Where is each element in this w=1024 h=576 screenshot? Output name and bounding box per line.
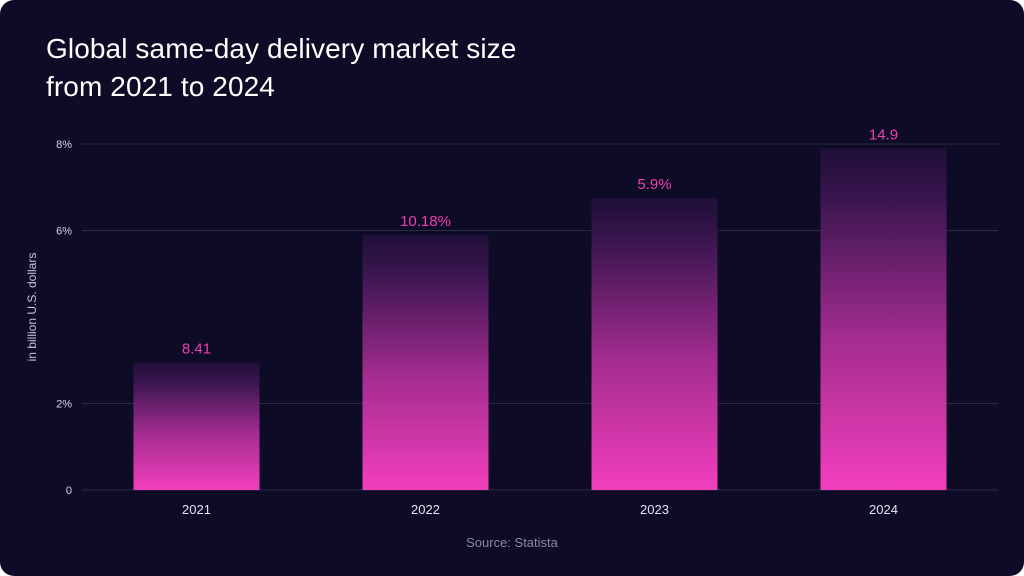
- bar-2024: [820, 148, 947, 490]
- value-label-2022: 10.18%: [400, 213, 451, 230]
- labels: 0 2% 6% 8% 8.41 2021 10.18% 2022 5.9% 2023 14.9 202…: [56, 126, 898, 517]
- value-label-2021: 8.41: [182, 340, 211, 357]
- y-axis-label: in billion U.S. dollars: [25, 253, 39, 362]
- bar-2021: [133, 362, 260, 490]
- x-tick-label-2024: 2024: [869, 502, 898, 517]
- y-tick-label: 0: [66, 485, 72, 497]
- x-tick-label-2022: 2022: [411, 502, 440, 517]
- x-tick-label-2023: 2023: [640, 502, 669, 517]
- x-tick-label-2021: 2021: [182, 502, 211, 517]
- chart-title-line-2: from 2021 to 2024: [46, 71, 275, 102]
- value-label-2024: 14.9: [869, 126, 898, 143]
- y-tick-label: 2%: [56, 399, 72, 411]
- bar-2022: [362, 234, 489, 490]
- chart-title: Global same-day delivery market size fro…: [46, 30, 746, 106]
- y-tick-label: 6%: [56, 226, 72, 238]
- chart-title-line-1: Global same-day delivery market size: [46, 33, 517, 64]
- y-tick-label: 8%: [56, 139, 72, 151]
- bar-2023: [591, 198, 718, 490]
- bars: [133, 148, 947, 490]
- source-note: Source: Statista: [466, 535, 558, 550]
- value-label-2023: 5.9%: [637, 176, 671, 193]
